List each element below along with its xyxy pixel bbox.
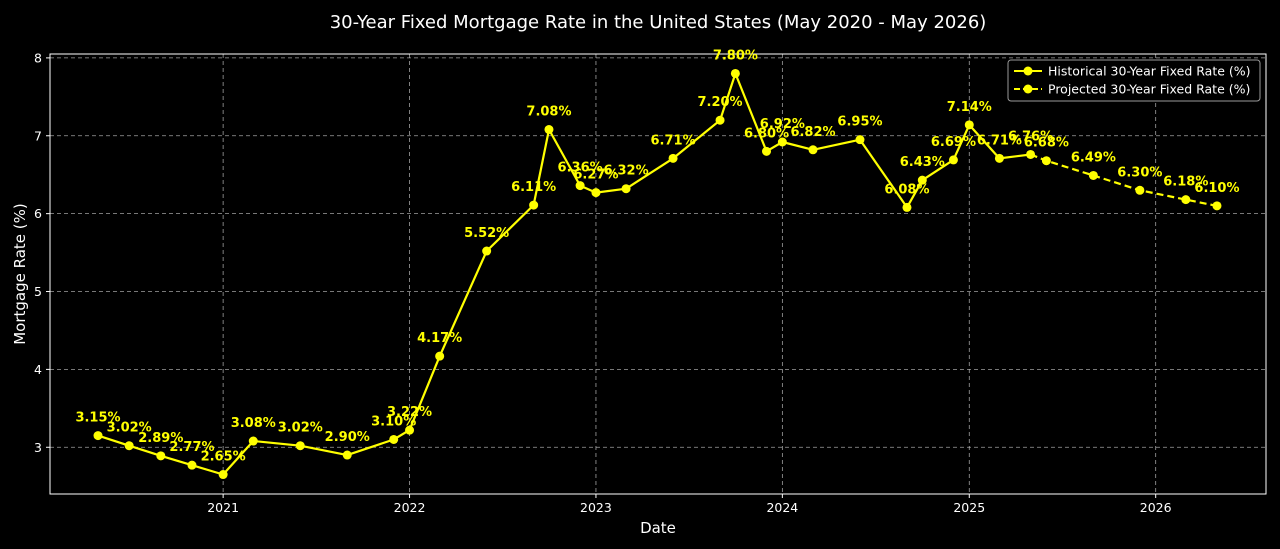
legend-box: [1007, 59, 1261, 102]
chart-title: 30-Year Fixed Mortgage Rate in the Unite…: [330, 12, 987, 33]
historical-data-point: [777, 137, 787, 147]
historical-data-point: [964, 120, 974, 130]
x-axis-label: Date: [640, 519, 676, 537]
legend-historical-marker: [1023, 66, 1033, 76]
data-label: 6.32%: [604, 164, 649, 179]
historical-data-point: [187, 460, 197, 470]
data-label: 2.89%: [138, 431, 183, 446]
projected-data-point: [1088, 170, 1098, 180]
x-tick-label: 2023: [580, 500, 612, 515]
data-label: 6.11%: [511, 180, 556, 195]
historical-data-point: [529, 200, 539, 210]
historical-data-point: [994, 153, 1004, 163]
data-label: 3.08%: [231, 416, 276, 431]
data-label: 3.15%: [75, 411, 120, 426]
data-label: 5.52%: [464, 226, 509, 241]
data-label: 3.10%: [371, 414, 416, 429]
historical-data-point: [730, 68, 740, 78]
series-layer: [93, 68, 1222, 480]
legend-historical-label: Historical 30-Year Fixed Rate (%): [1048, 64, 1251, 79]
data-label: 6.08%: [884, 182, 929, 197]
x-tick-label: 2021: [207, 500, 239, 515]
data-label: 7.14%: [947, 100, 992, 115]
x-tick-label: 2026: [1140, 500, 1172, 515]
data-label: 6.80%: [744, 126, 789, 141]
x-tick-label: 2024: [766, 500, 798, 515]
data-label: 6.49%: [1071, 150, 1116, 165]
historical-data-point: [248, 436, 258, 446]
legend-projected-marker: [1023, 84, 1033, 94]
historical-data-point: [715, 115, 725, 125]
historical-data-point: [405, 425, 415, 435]
historical-data-point: [124, 441, 134, 451]
historical-data-point: [902, 202, 912, 212]
data-label: 6.95%: [837, 115, 882, 130]
y-tick-label: 8: [34, 50, 42, 65]
data-label: 3.22%: [387, 405, 432, 420]
x-axis: 2021 2022 2023 2024 2025 2026: [207, 494, 1172, 515]
data-label: 2.65%: [201, 450, 246, 465]
y-tick-label: 7: [34, 128, 42, 143]
historical-data-point: [668, 153, 678, 163]
x-tick-label: 2022: [394, 500, 426, 515]
historical-data-point: [808, 145, 818, 155]
projected-data-point: [1212, 201, 1222, 211]
historical-data-point: [435, 351, 445, 361]
historical-data-point: [218, 470, 228, 480]
historical-data-point: [389, 434, 399, 444]
historical-data-point: [156, 451, 166, 461]
historical-data-point: [295, 441, 305, 451]
legend-projected-label: Projected 30-Year Fixed Rate (%): [1048, 82, 1250, 97]
data-label: 6.36%: [558, 161, 603, 176]
data-label: 7.20%: [697, 95, 742, 110]
historical-data-point: [762, 146, 772, 156]
data-label: 6.71%: [651, 133, 696, 148]
projected-data-point: [1181, 195, 1191, 205]
y-tick-label: 4: [34, 362, 42, 377]
x-tick-label: 2025: [953, 500, 985, 515]
historical-data-point: [575, 181, 585, 191]
y-axis: 3 4 5 6 7 8: [34, 50, 50, 455]
historical-data-point: [93, 431, 103, 441]
historical-data-point: [342, 450, 352, 460]
projected-data-point: [1135, 185, 1145, 195]
historical-series-line: [97, 72, 1031, 476]
projected-data-point: [1041, 156, 1051, 166]
legend: Historical 30-Year Fixed Rate (%) Projec…: [1007, 59, 1261, 102]
data-label: 2.90%: [325, 430, 370, 445]
historical-data-point: [621, 184, 631, 194]
data-label: 7.08%: [526, 105, 571, 120]
historical-data-point: [1026, 149, 1036, 159]
data-label: 4.17%: [417, 331, 462, 346]
historical-data-point: [855, 135, 865, 145]
historical-data-point: [544, 125, 554, 135]
plot-frame: [49, 53, 1267, 495]
y-tick-label: 3: [34, 440, 42, 455]
data-label: 7.80%: [713, 48, 758, 63]
data-label: 6.82%: [790, 125, 835, 140]
data-labels: 3.15%3.02%2.89%2.77%2.65%3.08% 3.02%2.90%…: [75, 48, 1239, 464]
historical-data-point: [482, 246, 492, 256]
data-label: 6.92%: [760, 117, 805, 132]
historical-data-point: [917, 175, 927, 185]
y-axis-label: Mortgage Rate (%): [11, 203, 29, 345]
y-tick-label: 5: [34, 284, 42, 299]
data-label: 6.69%: [931, 135, 976, 150]
data-label: 6.71%: [977, 133, 1022, 148]
y-tick-label: 6: [34, 206, 42, 221]
data-label: 3.02%: [107, 421, 152, 436]
historical-data-point: [591, 188, 601, 198]
data-label: 6.43%: [900, 155, 945, 170]
data-label: 3.02%: [278, 421, 323, 436]
data-label: 6.10%: [1194, 181, 1239, 196]
data-label: 6.18%: [1163, 175, 1208, 190]
data-label: 6.30%: [1117, 165, 1162, 180]
data-label: 2.77%: [169, 440, 214, 455]
data-label: 6.27%: [573, 168, 618, 183]
data-label: 6.68%: [1024, 136, 1069, 151]
data-label: 6.76%: [1008, 129, 1053, 144]
historical-data-point: [948, 155, 958, 165]
